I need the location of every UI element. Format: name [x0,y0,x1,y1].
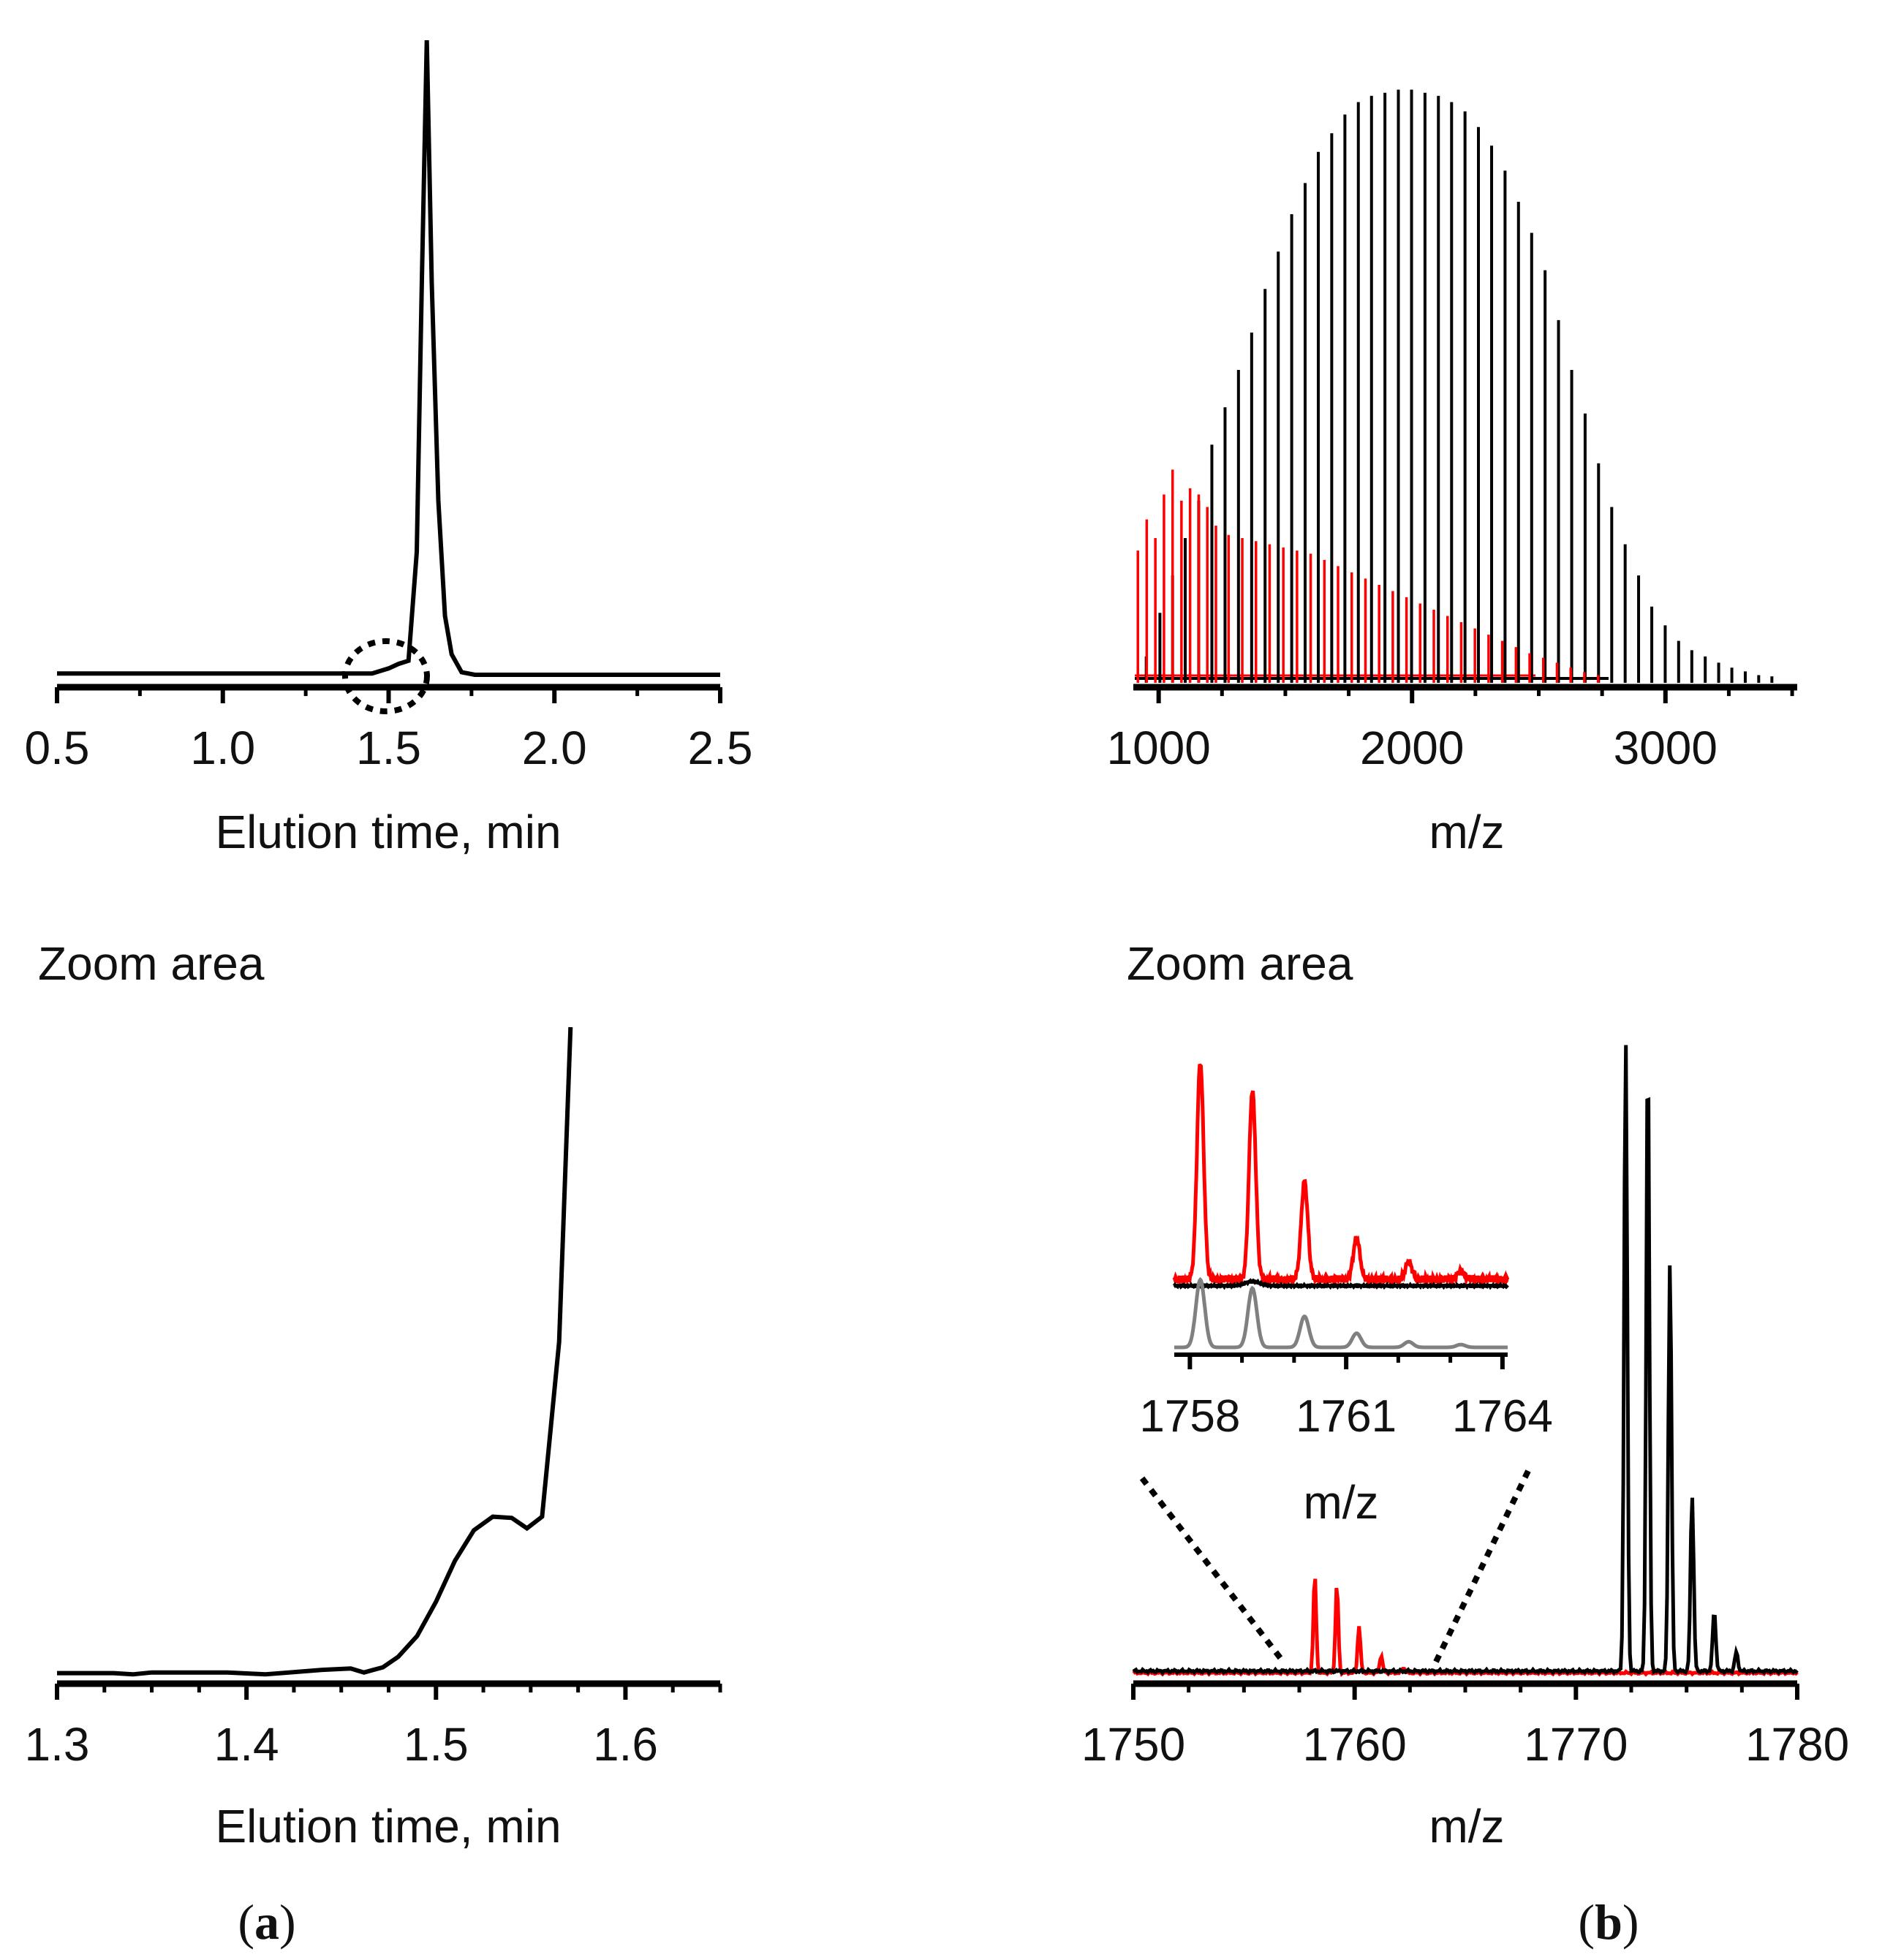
tick-label: 2000 [1360,722,1464,774]
zoom-dotted-line-right [1433,1469,1531,1663]
tick-label: 3000 [1614,722,1718,774]
x-axis-title: Elution time, min [215,1800,561,1853]
inset-black-trace [1172,1278,1509,1290]
x-axis-title: m/z [1429,806,1504,858]
zoom-area-label-b: Zoom area [1127,937,1353,990]
tick-label: 2.0 [522,722,587,774]
tick-label: 1761 [1296,1391,1397,1442]
panel-label-a: (a) [238,1894,295,1950]
tick-label: 1.3 [25,1718,90,1771]
tick-label: 1764 [1452,1391,1553,1442]
zoom-dotted-line-left [1139,1476,1286,1664]
inset-x-axis-title: m/z [1303,1476,1378,1529]
tick-label: 1.6 [593,1718,658,1771]
tick-label: 1.0 [190,722,255,774]
inset-red-trace [1172,1063,1510,1290]
tick-label: 1760 [1302,1718,1406,1771]
shoulder-dotted-circle [342,638,430,714]
chart-mass-spectrum-full: 1000 2000 3000 m/z [1106,89,1797,858]
tick-label: 1000 [1106,722,1210,774]
zoom-area-label-a: Zoom area [38,937,265,990]
black-isotope-trace [1132,1045,1799,1676]
tick-label: 2.5 [688,722,753,774]
tick-label: 0.5 [25,722,90,774]
chart-elution-full: 0.5 1.0 1.5 2.0 2.5 Elution time, min [25,39,753,858]
tick-label: 1.4 [214,1718,279,1771]
chromatogram-zoom-line [57,1026,573,1677]
tick-label: 1.5 [404,1718,469,1771]
tick-label: 1758 [1139,1391,1240,1442]
inset-gray-trace [1174,1276,1508,1350]
tick-label: 1770 [1524,1718,1628,1771]
chart-mass-spectrum-zoom: 1750 1760 1770 1780 m/z [1081,1045,1849,1853]
tick-label: 1780 [1745,1718,1849,1771]
tick-label: 1750 [1081,1718,1185,1771]
x-axis-title: Elution time, min [215,806,561,858]
x-axis-title: m/z [1429,1800,1504,1853]
tick-label: 1.5 [356,722,421,774]
chart-isotope-inset: 1758 1761 1764 m/z [1139,1063,1553,1529]
chart-elution-zoom: 1.3 1.4 1.5 1.6 Elution time, min [25,1026,722,1853]
panel-label-b: (b) [1578,1894,1639,1950]
chromatogram-line [57,39,720,677]
